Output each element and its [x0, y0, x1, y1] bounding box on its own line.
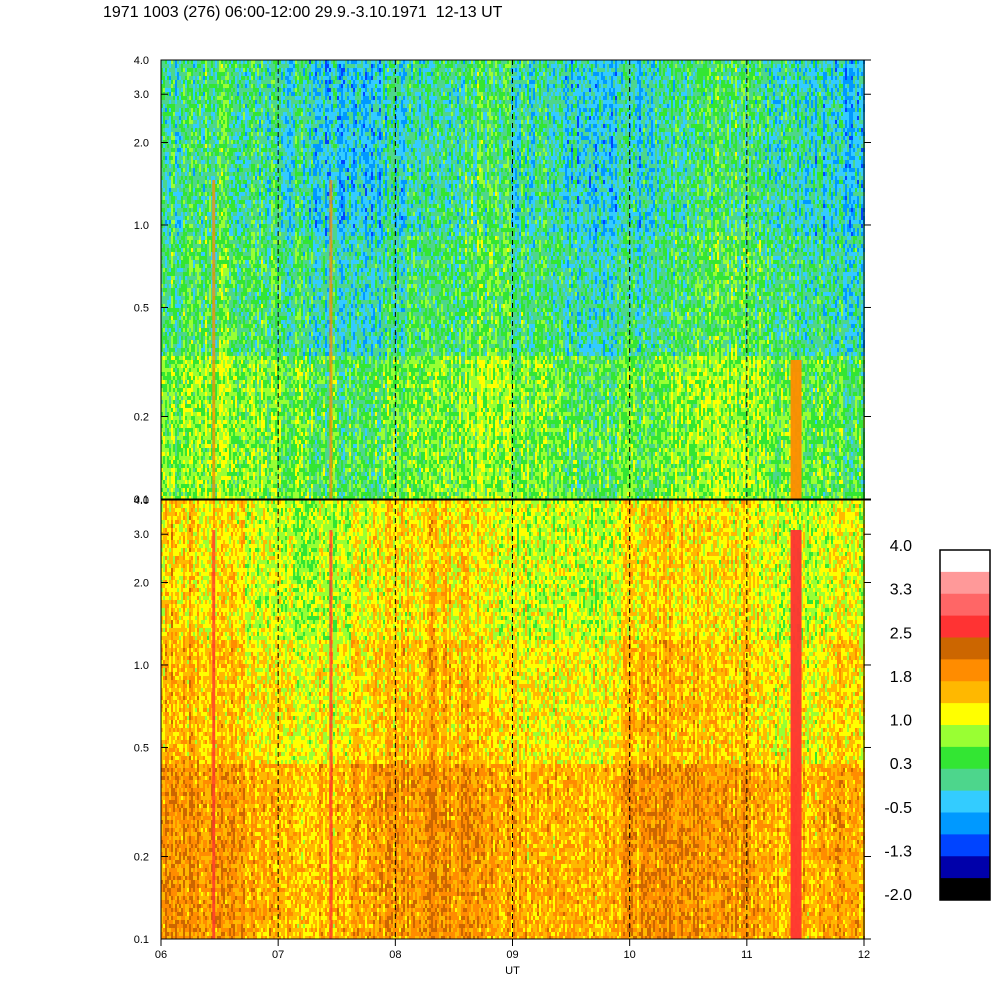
event-streak [329, 180, 332, 499]
colorbar-swatch [940, 747, 990, 769]
event-streak [791, 530, 802, 939]
colorbar-swatch [940, 659, 990, 681]
colorbar-swatch [940, 703, 990, 725]
y-tick-label: 2.0 [134, 577, 149, 589]
colorbar-label: 1.8 [890, 669, 912, 686]
colorbar-swatch [940, 878, 990, 900]
y-tick-label: 3.0 [134, 89, 149, 101]
event-streak [791, 360, 802, 499]
y-tick-label: 0.2 [134, 412, 149, 424]
colorbar-swatch [940, 638, 990, 660]
y-tick-label: 4.0 [134, 495, 149, 507]
colorbar-label: -1.3 [884, 843, 912, 860]
colorbar-swatch [940, 681, 990, 703]
colorbar-label: 3.3 [890, 582, 912, 599]
event-streak [212, 530, 215, 939]
colorbar-swatch [940, 550, 990, 572]
event-streak [212, 180, 215, 499]
colorbar-swatch [940, 769, 990, 791]
colorbar-swatch [940, 856, 990, 878]
colorbar-swatch [940, 834, 990, 856]
x-tick-label: 09 [506, 949, 518, 961]
y-tick-label: 0.1 [134, 934, 149, 946]
colorbar-swatch [940, 791, 990, 813]
y-tick-label: 4.0 [134, 55, 149, 67]
y-tick-label: 3.0 [134, 529, 149, 541]
colorbar-swatch [940, 572, 990, 594]
colorbar-label: 0.3 [890, 756, 912, 773]
x-axis-label: UT [505, 965, 520, 977]
colorbar-label: -0.5 [884, 800, 912, 817]
colorbar-swatch [940, 813, 990, 835]
x-tick-label: 06 [155, 949, 167, 961]
colorbar-label: 4.0 [890, 538, 912, 555]
event-streak [329, 530, 332, 939]
colorbar-swatch [940, 616, 990, 638]
y-tick-label: 1.0 [134, 220, 149, 232]
x-tick-label: 10 [624, 949, 636, 961]
colorbar-label: 2.5 [890, 625, 912, 642]
colorbar-label: -2.0 [884, 887, 912, 904]
colorbar-label: 1.0 [890, 713, 912, 730]
x-tick-label: 11 [741, 949, 752, 961]
y-tick-label: 1.0 [134, 660, 149, 672]
y-tick-label: 2.0 [134, 137, 149, 149]
y-tick-label: 0.5 [134, 302, 149, 314]
x-tick-label: 12 [858, 949, 870, 961]
colorbar: 4.0 3.3 2.5 1.8 1.0 0.3 -0.5 -1.3 -2.0 [884, 538, 990, 904]
x-tick-label: 07 [272, 949, 284, 961]
x-tick-label: 08 [389, 949, 401, 961]
y-tick-label: 0.5 [134, 742, 149, 754]
colorbar-swatch [940, 594, 990, 616]
y-tick-label: 0.2 [134, 852, 149, 864]
colorbar-swatch [940, 725, 990, 747]
